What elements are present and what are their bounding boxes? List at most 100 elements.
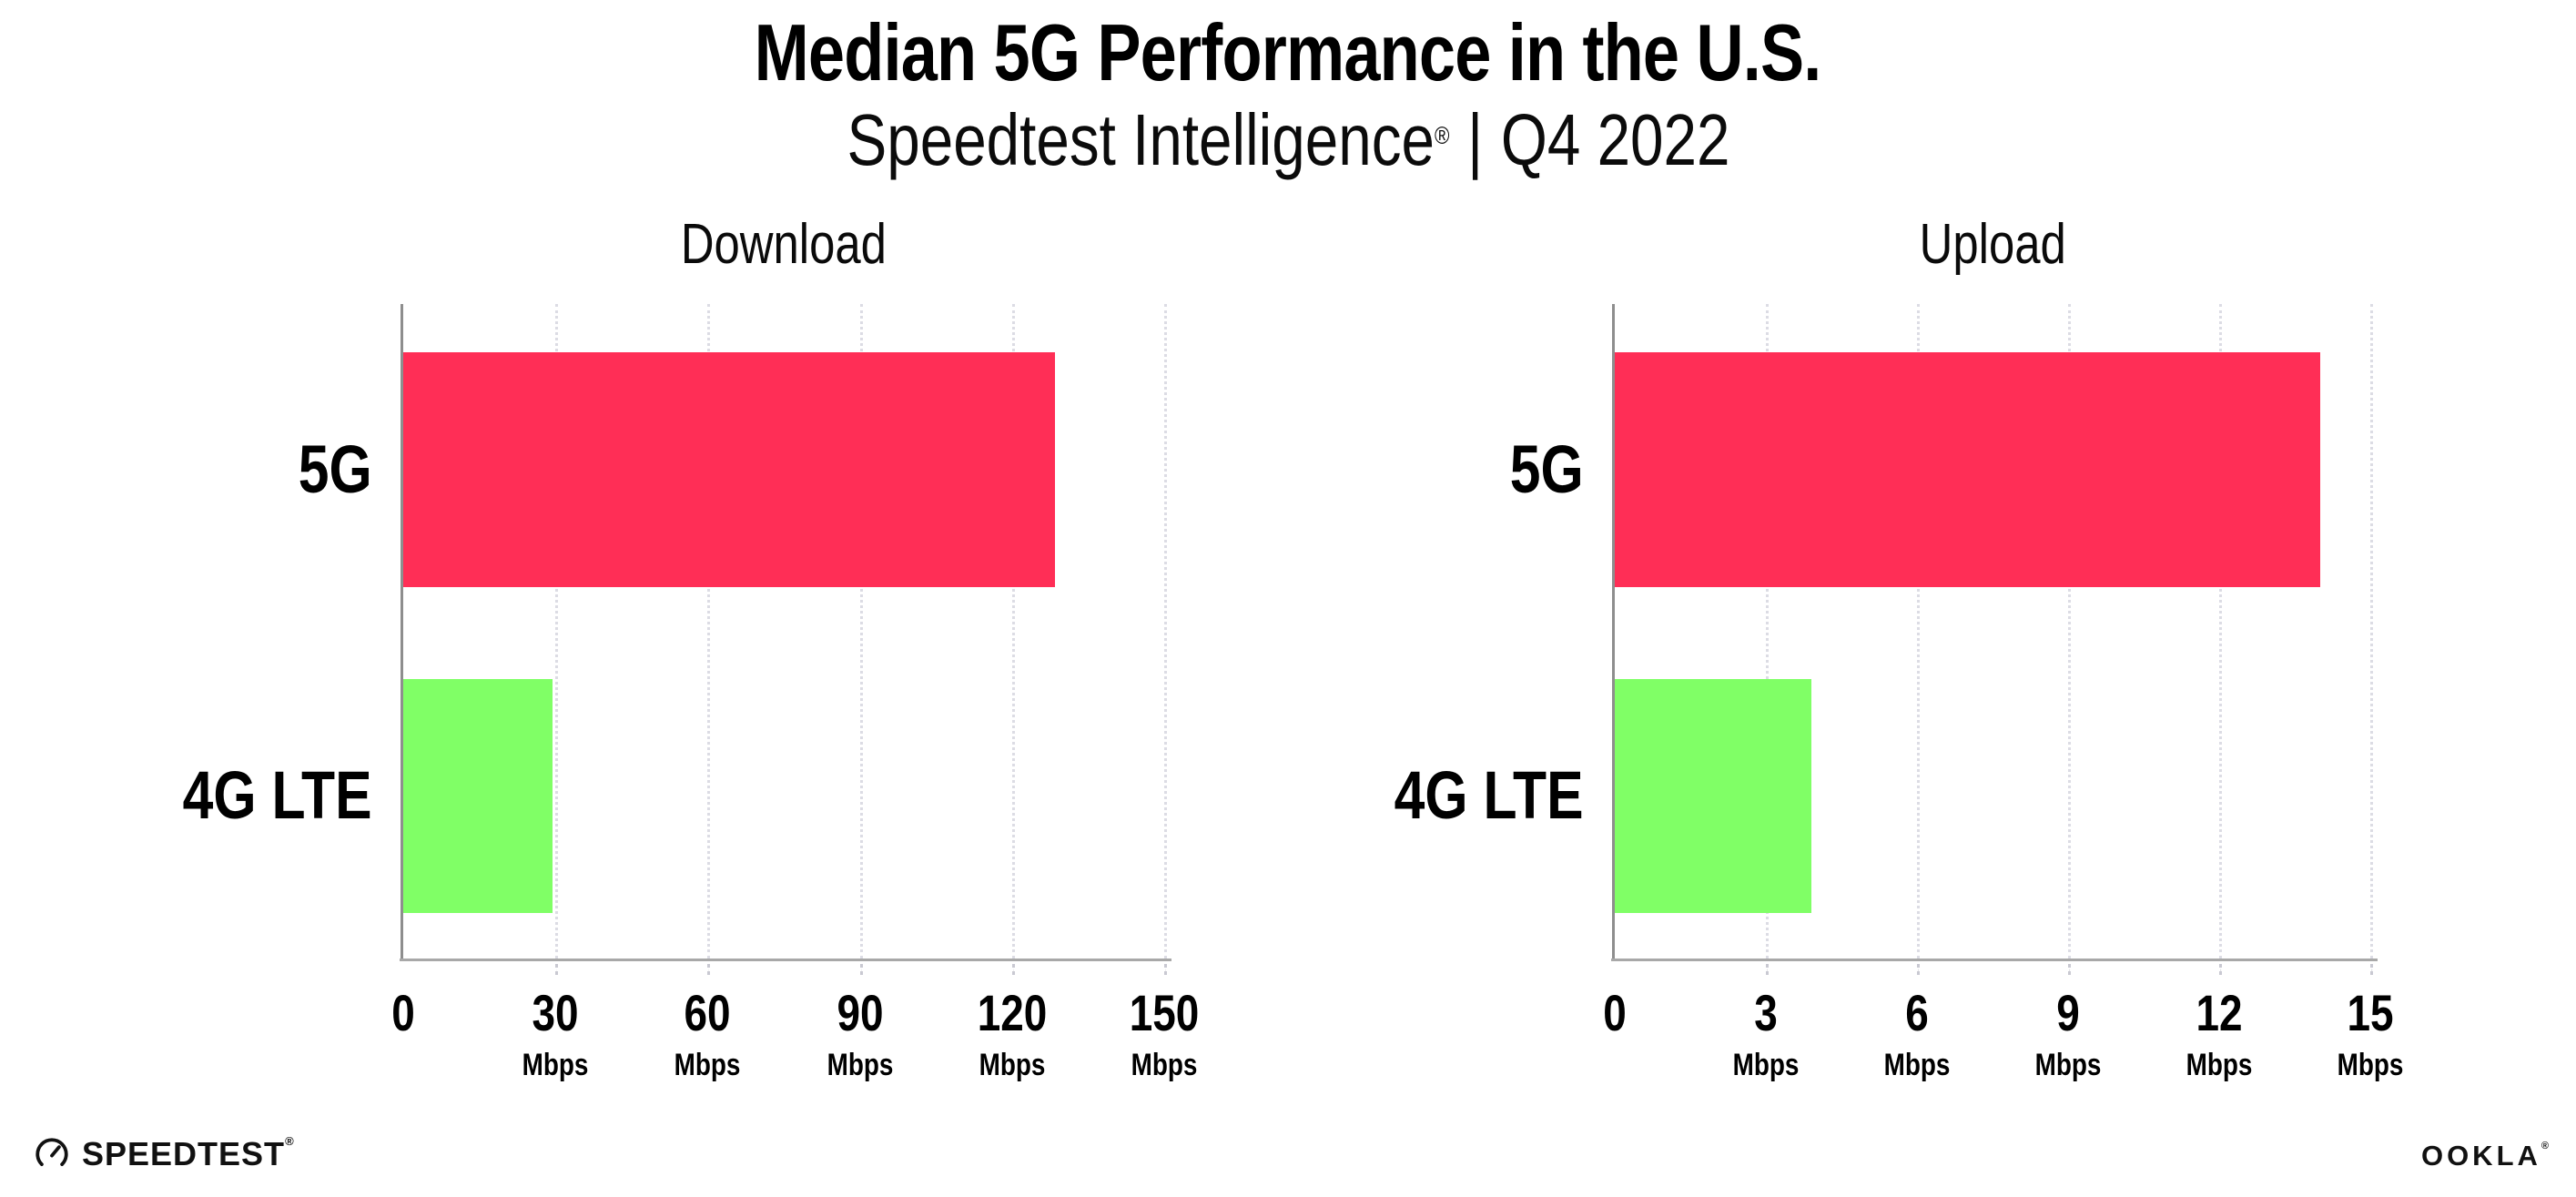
gridline [707,304,711,959]
gridline [1917,304,1920,959]
x-tick-label: 0 [1600,988,1628,1039]
x-tick-unit-text: Mbps [979,1048,1046,1082]
y-axis-line [1612,304,1615,961]
x-tick-label: 150 [1121,988,1206,1039]
gridline [2370,304,2373,959]
tick-mark [707,964,711,975]
category-label-text: 4G LTE [1394,757,1584,834]
chart-download: Download 0 30 Mbps 60 Mbps 90 Mbps 120 Mbps 150 Mbp… [183,217,1199,1081]
category-label-5g: 5G [282,431,372,507]
x-tick-label: 120 [969,988,1054,1039]
y-axis-line [401,304,403,961]
gridline [1164,304,1167,959]
x-tick-label-text: 30 [532,984,579,1041]
x-tick-label: 3 [1751,988,1780,1039]
x-tick-unit-text: Mbps [522,1048,589,1082]
tick-mark [1011,964,1015,975]
gridline [1011,304,1015,959]
tick-mark [1766,964,1769,975]
bar-5g [1615,351,2320,587]
category-label-text: 4G LTE [183,757,372,834]
ookla-trademark-icon: ® [2541,1141,2549,1151]
x-tick-label-text: 6 [1905,984,1929,1041]
chart-title-download: Download [403,217,1164,273]
gridline [1766,304,1769,959]
tick-mark [1917,964,1920,975]
x-tick-label: 30 [527,988,583,1039]
ookla-wordmark: OOKLA [2420,1140,2541,1172]
category-label-4g-lte: 4G LTE [1353,762,1584,829]
category-label-text: 5G [1510,431,1584,507]
x-tick-unit-label: Mbps [971,1050,1052,1080]
x-tick-label-text: 3 [1754,984,1778,1041]
tick-mark [859,964,863,975]
chart-upload: Upload 0 3 Mbps 6 Mbps 9 Mbps 12 Mbps 15 Mbps 5G 4G L… [1394,217,2403,1081]
x-tick-unit-text: Mbps [2186,1048,2253,1082]
x-axis-line [400,959,1171,961]
x-tick-unit-label: Mbps [2179,1050,2260,1080]
gridline [2068,304,2071,959]
speedtest-logo: SPEEDTEST® [33,1134,295,1173]
x-tick-label-text: 150 [1129,984,1200,1041]
category-label-text: 5G [299,431,372,507]
x-tick-label: 15 [2342,988,2399,1039]
subtitle-separator: | [1466,99,1483,180]
x-tick-label: 60 [679,988,735,1039]
x-tick-unit-text: Mbps [1131,1048,1198,1082]
gridline [2219,304,2222,959]
x-axis-line [1611,959,2378,961]
x-tick-label-text: 0 [1603,984,1627,1041]
x-tick-unit-label: Mbps [1877,1050,1958,1080]
speedtest-trademark-icon: ® [285,1134,295,1148]
x-tick-unit-label: Mbps [667,1050,748,1080]
x-tick-unit-label: Mbps [2330,1050,2411,1080]
registered-mark-icon: ® [1434,120,1449,149]
tick-mark [555,964,559,975]
page-title: Median 5G Performance in the U.S. [0,7,2576,97]
x-tick-unit-label: Mbps [1726,1050,1807,1080]
x-tick-label-text: 15 [2347,984,2394,1041]
x-tick-label: 90 [831,988,887,1039]
page-title-text: Median 5G Performance in the U.S. [755,7,1822,97]
ookla-logo: OOKLA® [2421,1140,2549,1172]
x-tick-label-text: 60 [684,984,731,1041]
bar-5g [403,351,1056,587]
subtitle-brand: Speedtest Intelligence [846,99,1435,180]
chart-title-text: Download [680,213,887,276]
x-tick-label-text: 9 [2056,984,2080,1041]
speedtest-wordmark: SPEEDTEST® [82,1134,295,1172]
bar-4g-lte [403,678,553,913]
x-tick-unit-label: Mbps [1124,1050,1205,1080]
gridline [859,304,863,959]
bar-4g-lte [1615,678,1811,913]
subtitle-period: Q4 2022 [1500,99,1730,180]
x-tick-unit-text: Mbps [1732,1048,1800,1082]
x-tick-label: 6 [1902,988,1931,1039]
chart-title-upload: Upload [1615,217,2370,273]
x-tick-label: 9 [2054,988,2082,1039]
page-subtitle-text: Speedtest Intelligence® | Q4 2022 [847,102,1729,178]
x-tick-label: 12 [2191,988,2247,1039]
x-tick-label-text: 90 [837,984,884,1041]
x-tick-unit-label: Mbps [2028,1050,2109,1080]
category-label-5g: 5G [1494,431,1584,507]
x-tick-label-text: 12 [2196,984,2243,1041]
x-tick-label: 0 [389,988,417,1039]
category-label-4g-lte: 4G LTE [141,762,372,829]
tick-mark [2219,964,2222,975]
speedtest-gauge-icon [35,1137,68,1166]
x-tick-label-text: 120 [977,984,1048,1041]
x-tick-label-text: 0 [391,984,415,1041]
page-subtitle: Speedtest Intelligence® | Q4 2022 [0,102,2576,178]
gridline [555,304,559,959]
tick-mark [2068,964,2071,975]
tick-mark [1164,964,1167,975]
x-tick-unit-text: Mbps [2034,1048,2102,1082]
x-tick-unit-label: Mbps [819,1050,900,1080]
x-tick-unit-text: Mbps [674,1048,741,1082]
x-tick-unit-text: Mbps [827,1048,893,1082]
x-tick-unit-label: Mbps [515,1050,596,1080]
x-tick-unit-text: Mbps [1883,1048,1951,1082]
x-tick-unit-text: Mbps [2337,1048,2404,1082]
tick-mark [2370,964,2373,975]
